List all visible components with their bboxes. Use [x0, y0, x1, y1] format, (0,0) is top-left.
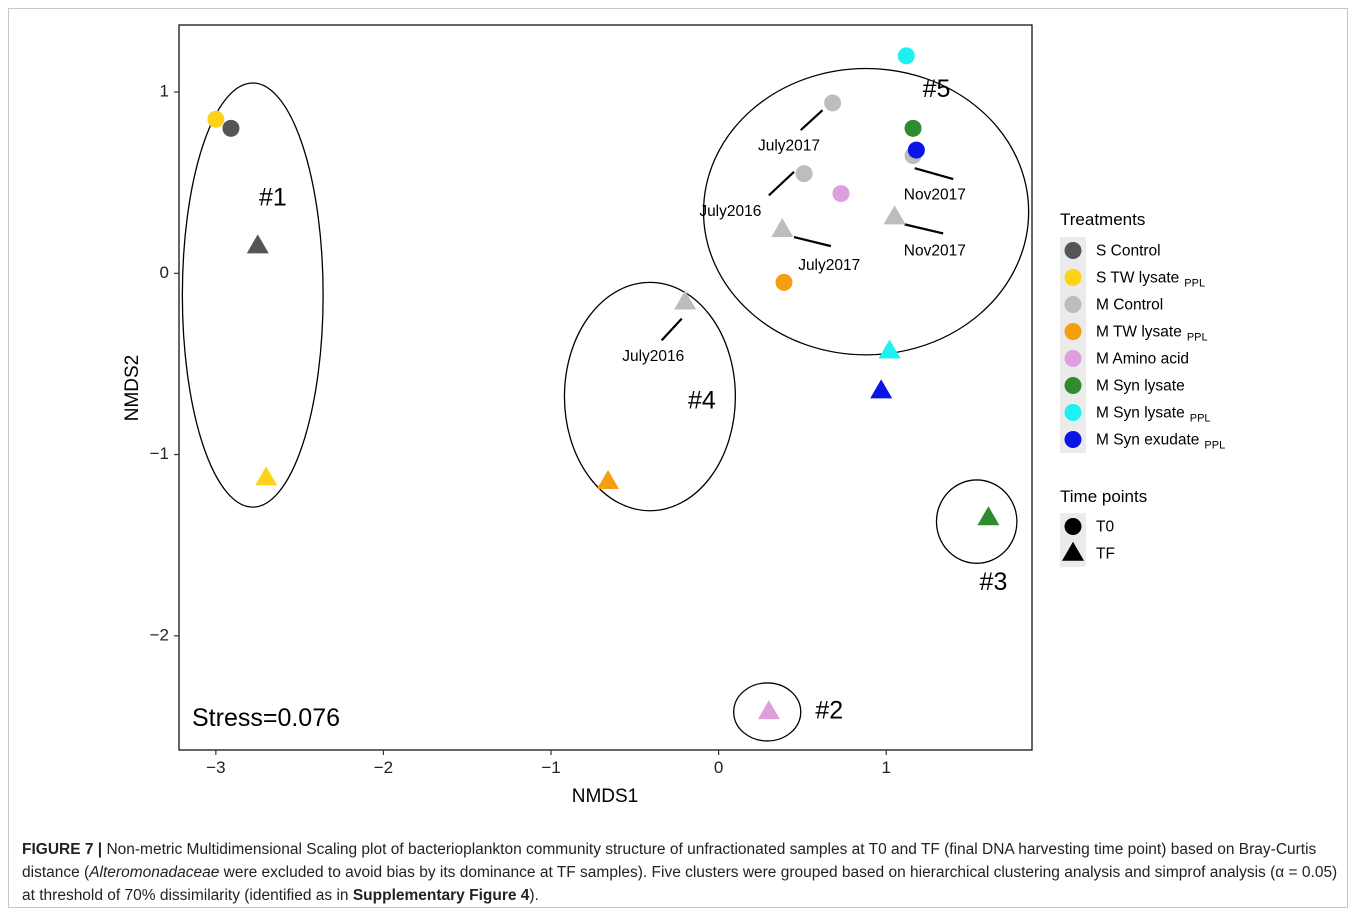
figure-frame — [8, 8, 1348, 908]
legend-key-circle — [1064, 431, 1082, 448]
x-tick-label: −3 — [206, 758, 225, 777]
axes-layer: −3 −2 −1 0 1 1 0 −1 −2 — [150, 82, 891, 777]
annotation-label: July2017 — [758, 138, 820, 155]
annotation-connector — [660, 317, 683, 342]
annotation-label: Nov2017 — [904, 186, 966, 203]
annotation-connector — [768, 171, 795, 197]
legend-key-circle — [1064, 242, 1082, 259]
cluster-label: #2 — [815, 697, 843, 725]
data-point-circle — [897, 47, 915, 65]
legend-entry-label: M Syn exudate PPL — [1096, 432, 1225, 452]
x-tick-label: 0 — [714, 758, 723, 777]
annotation-label: Nov2017 — [904, 243, 966, 260]
data-point-triangle — [870, 379, 893, 399]
cluster-ellipse — [563, 281, 737, 512]
clusters-layer: #1 #2 #3 #4 #5 — [181, 67, 1030, 742]
caption-italic-taxon: Alteromonadaceae — [89, 864, 220, 881]
legend-time-title: Time points — [1060, 487, 1147, 506]
legend-entry-label: S Control — [1096, 243, 1161, 260]
legend-entry-label: M Syn lysate PPL — [1096, 405, 1211, 425]
legend-entry-subscript: PPL — [1187, 331, 1208, 343]
data-point-circle — [207, 110, 225, 128]
caption-figure-label: FIGURE 7 | — [22, 841, 103, 858]
legend-entry-label: M Control — [1096, 297, 1163, 314]
data-point-triangle — [246, 234, 269, 254]
annotation-connector — [904, 223, 944, 235]
data-point-triangle — [674, 290, 697, 310]
annotation-connector — [914, 167, 954, 181]
legend-entry-subscript: PPL — [1190, 412, 1211, 424]
legend-key-circle — [1064, 323, 1082, 340]
data-point-triangle — [771, 218, 794, 238]
legend: Treatments Time points S Control S TW lys… — [1060, 210, 1225, 567]
caption-text-part3: ). — [529, 887, 539, 904]
data-point-triangle — [255, 466, 278, 486]
legend-entry-label: M Amino acid — [1096, 351, 1189, 368]
y-tick-label: −1 — [150, 444, 169, 463]
data-point-circle — [222, 119, 240, 137]
x-tick-label: −1 — [541, 758, 560, 777]
annotation-label: July2017 — [798, 257, 860, 274]
data-point-circle — [795, 165, 813, 183]
legend-entry-subscript: PPL — [1204, 439, 1225, 451]
x-axis-title: NMDS1 — [572, 786, 639, 807]
data-point-circle — [775, 273, 793, 291]
caption-supplementary-ref: Supplementary Figure 4 — [352, 887, 530, 904]
y-tick-label: 0 — [160, 263, 169, 282]
cluster-label: #3 — [980, 568, 1008, 596]
legend-time-label: T0 — [1096, 519, 1114, 536]
plot-panel — [178, 24, 1033, 751]
legend-key-circle — [1064, 404, 1082, 421]
data-point-triangle — [757, 700, 780, 720]
annotation-label: July2016 — [699, 203, 761, 220]
legend-entry-label: M TW lysate PPL — [1096, 324, 1208, 344]
data-point-triangle — [977, 506, 1000, 526]
data-point-triangle — [878, 339, 901, 359]
x-tick-label: −2 — [374, 758, 393, 777]
y-tick-label: 1 — [160, 82, 169, 101]
annotation-label: July2016 — [622, 348, 684, 365]
data-point-circle — [907, 141, 925, 159]
cluster-ellipse — [181, 82, 324, 508]
caption-text-part2: were excluded to avoid bias by its domin… — [22, 864, 1338, 904]
legend-entry-subscript: PPL — [1184, 277, 1205, 289]
y-axis-title: NMDS2 — [122, 355, 143, 422]
cluster-ellipse — [733, 682, 802, 742]
y-tick-label: −2 — [150, 625, 169, 644]
figure-caption: FIGURE 7 | Non-metric Multidimensional S… — [22, 838, 1340, 907]
data-point-circle — [832, 185, 850, 203]
legend-time-triangle — [1062, 541, 1084, 561]
x-tick-label: 1 — [881, 758, 890, 777]
annotation-connector — [799, 109, 824, 131]
nmds-plot: #1 #2 #3 #4 #5 July2017 July2016 July2017 Nov20… — [122, 24, 1225, 807]
legend-entry-label: M Syn lysate — [1096, 378, 1185, 395]
data-point-triangle — [883, 205, 906, 225]
cluster-label: #5 — [923, 75, 951, 103]
data-point-circle — [824, 94, 842, 112]
points-layer — [207, 47, 1000, 720]
legend-key-circle — [1064, 377, 1082, 394]
legend-key-circle — [1064, 296, 1082, 313]
annotations-layer: July2017 July2016 July2017 Nov2017 Nov2017 Ju… — [622, 109, 966, 365]
legend-key-circle — [1064, 350, 1082, 367]
annotation-connector — [793, 235, 832, 248]
stress-label: Stress=0.076 — [192, 704, 340, 732]
legend-time-label: TF — [1096, 546, 1115, 563]
legend-time-circle — [1064, 518, 1082, 535]
cluster-label: #4 — [688, 387, 716, 415]
cluster-label: #1 — [259, 184, 287, 212]
caption-text-part1: Non-metric Multidimensional Scaling plot… — [22, 841, 1317, 881]
cluster-ellipse — [935, 479, 1018, 564]
data-point-triangle — [597, 469, 620, 489]
legend-treatments-title: Treatments — [1060, 210, 1145, 229]
data-point-circle — [904, 119, 922, 137]
cluster-ellipse — [702, 67, 1030, 356]
legend-entry-label: S TW lysate PPL — [1096, 270, 1205, 290]
legend-key-circle — [1064, 269, 1082, 286]
